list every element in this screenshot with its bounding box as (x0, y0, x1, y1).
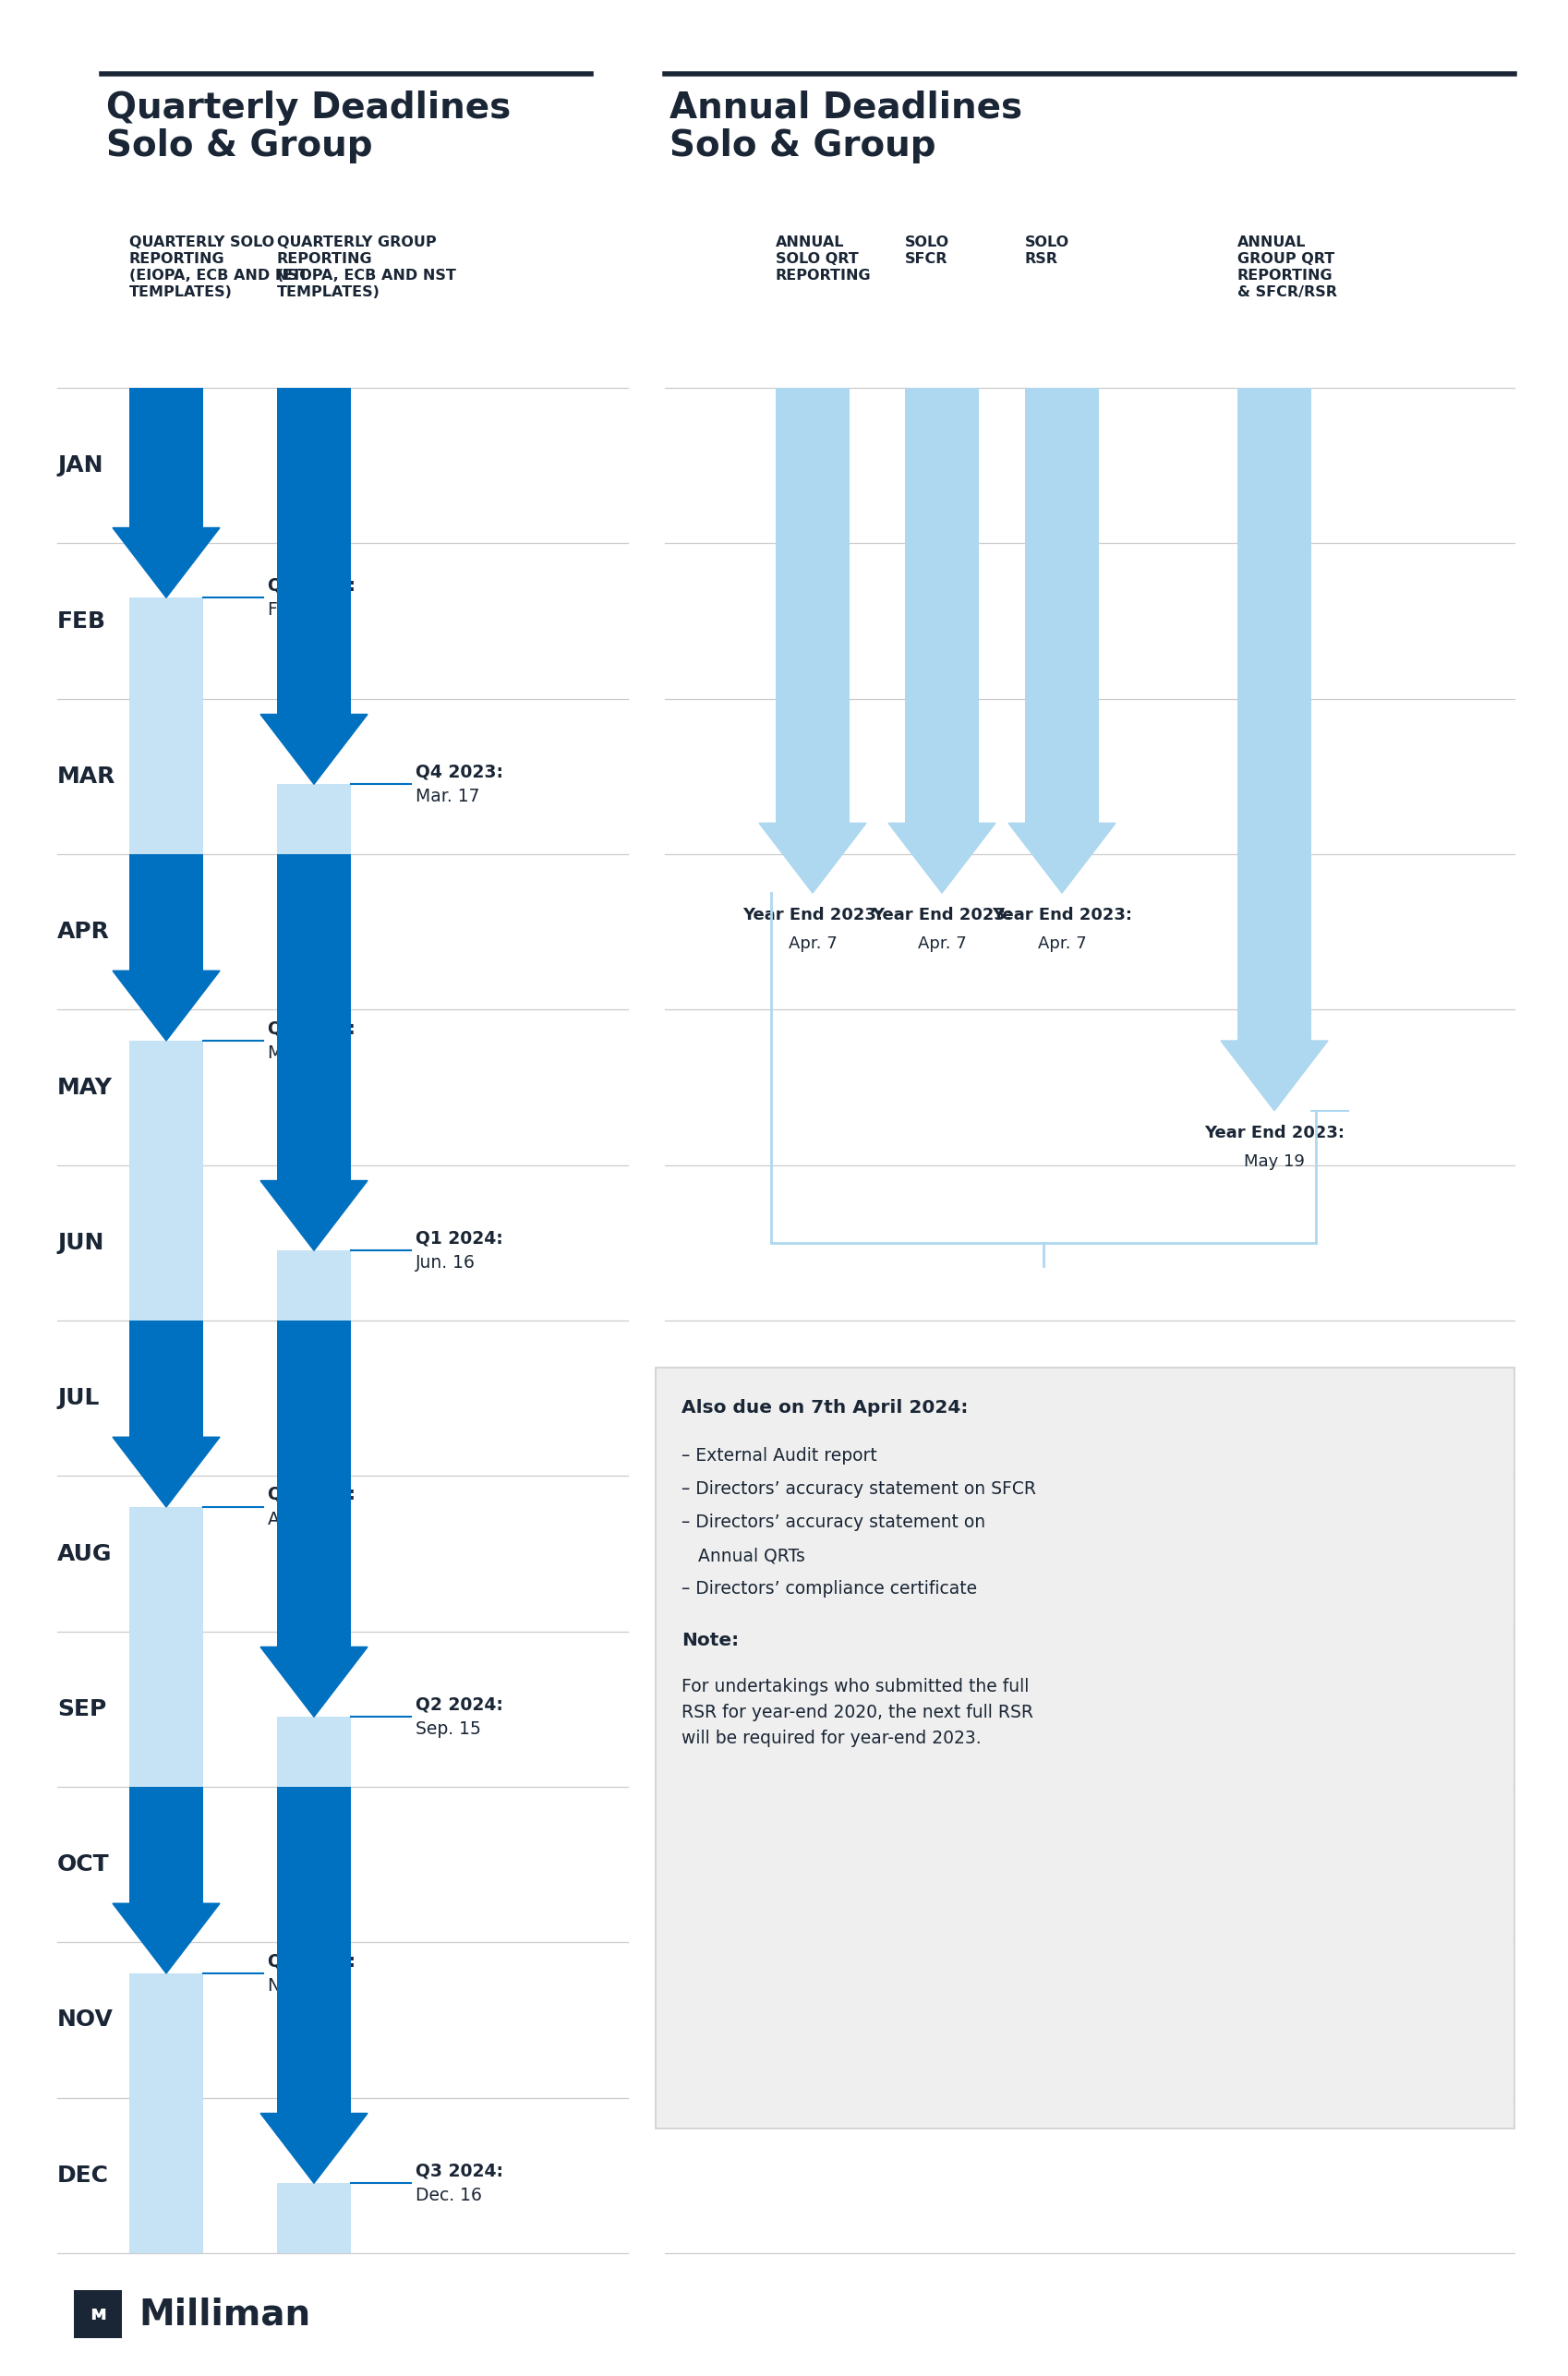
Text: Q3 2024:: Q3 2024: (268, 1953, 356, 1970)
Text: Aug. 4: Aug. 4 (268, 1511, 323, 1528)
Text: – External Audit report: – External Audit report (682, 1447, 877, 1466)
Text: MAR: MAR (58, 765, 116, 786)
Text: OCT: OCT (58, 1853, 110, 1875)
Text: Q3 2024:: Q3 2024: (416, 2162, 503, 2179)
Bar (129, 1041, 204, 1321)
Text: May 5: May 5 (268, 1045, 320, 1062)
Text: – Directors’ accuracy statement on: – Directors’ accuracy statement on (682, 1514, 985, 1533)
Text: APR: APR (58, 922, 110, 943)
Polygon shape (260, 2112, 367, 2184)
Polygon shape (1221, 1041, 1328, 1110)
Text: Sep. 15: Sep. 15 (416, 1720, 481, 1739)
Bar (278, 855, 351, 1181)
Text: For undertakings who submitted the full
RSR for year-end 2020, the next full RSR: For undertakings who submitted the full … (682, 1677, 1033, 1749)
Text: JAN: JAN (58, 454, 103, 478)
Text: DEC: DEC (58, 2165, 108, 2186)
Text: Also due on 7th April 2024:: Also due on 7th April 2024: (682, 1399, 967, 1416)
Text: Note:: Note: (682, 1632, 739, 1649)
Text: Jun. 16: Jun. 16 (416, 1255, 475, 1271)
Text: Year End 2023:: Year End 2023: (742, 908, 883, 924)
Text: Q2 2024:: Q2 2024: (268, 1485, 356, 1504)
Bar (905, 387, 978, 822)
Text: Apr. 7: Apr. 7 (917, 936, 966, 953)
Text: Apr. 7: Apr. 7 (789, 936, 837, 953)
Text: ANNUAL
SOLO QRT
REPORTING: ANNUAL SOLO QRT REPORTING (776, 235, 872, 283)
Bar (278, 1250, 351, 1321)
Text: Milliman: Milliman (138, 2298, 310, 2331)
Text: Annual Deadlines
Solo & Group: Annual Deadlines Solo & Group (670, 90, 1022, 164)
Text: MAY: MAY (58, 1076, 113, 1098)
Bar (129, 1974, 204, 2252)
Text: Q4 2023:: Q4 2023: (268, 577, 356, 594)
Text: NOV: NOV (58, 2010, 113, 2031)
Text: Quarterly Deadlines
Solo & Group: Quarterly Deadlines Solo & Group (107, 90, 511, 164)
Text: May 19: May 19 (1243, 1152, 1305, 1169)
Text: ANNUAL
GROUP QRT
REPORTING
& SFCR/RSR: ANNUAL GROUP QRT REPORTING & SFCR/RSR (1237, 235, 1338, 299)
Bar (129, 1506, 204, 1787)
Bar (776, 387, 850, 822)
Text: Q1 2024:: Q1 2024: (268, 1019, 356, 1036)
Bar (129, 1787, 204, 1903)
Text: Annual QRTs: Annual QRTs (682, 1547, 804, 1566)
Polygon shape (889, 822, 996, 893)
Bar (278, 784, 351, 855)
Text: Apr. 7: Apr. 7 (1038, 936, 1087, 953)
Text: QUARTERLY GROUP
REPORTING
(EIOPA, ECB AND NST
TEMPLATES): QUARTERLY GROUP REPORTING (EIOPA, ECB AN… (278, 235, 456, 299)
Text: SEP: SEP (58, 1699, 107, 1720)
Bar (278, 1321, 351, 1647)
Text: QUARTERLY SOLO
REPORTING
(EIOPA, ECB AND NST
TEMPLATES): QUARTERLY SOLO REPORTING (EIOPA, ECB AND… (129, 235, 309, 299)
Polygon shape (1008, 822, 1115, 893)
Bar (278, 387, 351, 715)
Bar (129, 855, 204, 972)
Polygon shape (113, 527, 220, 599)
Bar (278, 1718, 351, 1787)
Text: ᴍ: ᴍ (89, 2305, 107, 2324)
Polygon shape (113, 972, 220, 1041)
Bar (129, 1321, 204, 1437)
Text: Year End 2023:: Year End 2023: (993, 908, 1132, 924)
Text: AUG: AUG (58, 1542, 113, 1566)
Bar (655, 1366, 1515, 2129)
Text: Q1 2024:: Q1 2024: (416, 1228, 503, 1247)
Text: Dec. 16: Dec. 16 (416, 2186, 481, 2205)
Polygon shape (113, 1437, 220, 1506)
Text: – Directors’ compliance certificate: – Directors’ compliance certificate (682, 1580, 977, 1599)
Bar (1237, 387, 1311, 1041)
Polygon shape (260, 1647, 367, 1718)
Text: Q2 2024:: Q2 2024: (416, 1696, 503, 1713)
Text: Year End 2023:: Year End 2023: (872, 908, 1011, 924)
Bar (74, 2290, 122, 2338)
Polygon shape (260, 715, 367, 784)
Text: Year End 2023:: Year End 2023: (1204, 1124, 1344, 1140)
Text: JUN: JUN (58, 1231, 103, 1255)
Text: – Directors’ accuracy statement on SFCR: – Directors’ accuracy statement on SFCR (682, 1480, 1036, 1499)
Bar (1025, 387, 1099, 822)
Text: Nov. 4: Nov. 4 (268, 1977, 323, 1993)
Text: FEB: FEB (58, 611, 107, 632)
Text: SOLO
RSR: SOLO RSR (1025, 235, 1069, 266)
Polygon shape (759, 822, 866, 893)
Bar (278, 1787, 351, 2112)
Text: Mar. 17: Mar. 17 (416, 789, 480, 805)
Polygon shape (260, 1181, 367, 1250)
Bar (129, 387, 204, 527)
Polygon shape (113, 1903, 220, 1974)
Bar (129, 599, 204, 855)
Text: Q4 2023:: Q4 2023: (416, 763, 503, 782)
Text: Feb. 4: Feb. 4 (268, 601, 320, 618)
Text: JUL: JUL (58, 1388, 99, 1409)
Bar (278, 2184, 351, 2252)
Text: SOLO
SFCR: SOLO SFCR (905, 235, 949, 266)
